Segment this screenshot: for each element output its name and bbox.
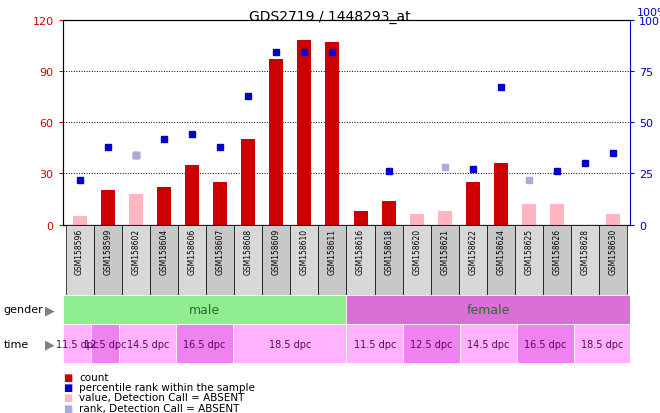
Bar	[466, 183, 480, 225]
Text: 100%: 100%	[638, 8, 660, 18]
Text: 18.5 dpc: 18.5 dpc	[581, 339, 623, 349]
Bar	[487, 225, 515, 295]
Text: gender: gender	[3, 305, 43, 315]
Bar	[515, 225, 543, 295]
Text: percentile rank within the sample: percentile rank within the sample	[79, 382, 255, 392]
Bar	[572, 225, 599, 295]
Text: GSM158609: GSM158609	[272, 229, 280, 275]
Bar	[150, 225, 178, 295]
Bar	[410, 215, 424, 225]
Bar	[403, 225, 431, 295]
Text: ▶: ▶	[45, 303, 55, 316]
Text: 12.5 dpc: 12.5 dpc	[411, 339, 453, 349]
Text: 16.5 dpc: 16.5 dpc	[183, 339, 226, 349]
Text: GSM158624: GSM158624	[496, 229, 506, 275]
Bar	[269, 60, 283, 225]
Text: 11.5 dpc: 11.5 dpc	[55, 339, 98, 349]
Bar	[185, 166, 199, 225]
Bar	[290, 225, 318, 295]
Text: rank, Detection Call = ABSENT: rank, Detection Call = ABSENT	[79, 403, 240, 413]
Text: GSM158618: GSM158618	[384, 229, 393, 275]
Text: time: time	[3, 339, 28, 349]
Bar	[176, 324, 233, 363]
Bar	[241, 140, 255, 225]
Text: GSM158606: GSM158606	[187, 229, 197, 275]
Bar	[346, 295, 630, 324]
Bar	[206, 225, 234, 295]
Text: 12.5 dpc: 12.5 dpc	[84, 339, 127, 349]
Text: GSM158602: GSM158602	[131, 229, 141, 275]
Text: GSM158607: GSM158607	[216, 229, 224, 275]
Bar	[233, 324, 346, 363]
Text: GSM158620: GSM158620	[412, 229, 421, 275]
Bar	[375, 225, 403, 295]
Text: GSM158596: GSM158596	[75, 229, 84, 275]
Bar	[607, 215, 620, 225]
Bar	[494, 164, 508, 225]
Text: GDS2719 / 1448293_at: GDS2719 / 1448293_at	[249, 10, 411, 24]
Bar	[381, 201, 396, 225]
Bar	[438, 211, 452, 225]
Text: ■: ■	[63, 382, 72, 392]
Bar	[517, 324, 574, 363]
Text: GSM158610: GSM158610	[300, 229, 309, 275]
Bar	[297, 41, 312, 225]
Text: female: female	[467, 303, 510, 316]
Bar	[213, 183, 227, 225]
Bar	[73, 216, 86, 225]
Bar	[574, 324, 630, 363]
Text: GSM158622: GSM158622	[469, 229, 477, 275]
Text: GSM158604: GSM158604	[159, 229, 168, 275]
Text: GSM158611: GSM158611	[328, 229, 337, 275]
Bar	[318, 225, 346, 295]
Bar	[459, 225, 487, 295]
Bar	[431, 225, 459, 295]
Bar	[63, 324, 91, 363]
Bar	[65, 225, 94, 295]
Bar	[100, 191, 115, 225]
Bar	[178, 225, 206, 295]
Bar	[91, 324, 119, 363]
Text: GSM158628: GSM158628	[581, 229, 590, 275]
Bar	[234, 225, 262, 295]
Text: ■: ■	[63, 392, 72, 402]
Bar	[63, 295, 346, 324]
Bar	[262, 225, 290, 295]
Bar	[346, 225, 375, 295]
Text: 14.5 dpc: 14.5 dpc	[127, 339, 169, 349]
Bar	[129, 195, 143, 225]
Bar	[94, 225, 121, 295]
Bar	[599, 225, 628, 295]
Text: value, Detection Call = ABSENT: value, Detection Call = ABSENT	[79, 392, 245, 402]
Bar	[403, 324, 460, 363]
Text: 18.5 dpc: 18.5 dpc	[269, 339, 311, 349]
Bar	[119, 324, 176, 363]
Text: male: male	[189, 303, 220, 316]
Text: GSM158608: GSM158608	[244, 229, 253, 275]
Text: GSM158621: GSM158621	[440, 229, 449, 275]
Bar	[325, 43, 339, 225]
Text: GSM158599: GSM158599	[103, 229, 112, 275]
Text: GSM158616: GSM158616	[356, 229, 365, 275]
Bar	[354, 211, 368, 225]
Text: GSM158630: GSM158630	[609, 229, 618, 275]
Bar	[346, 324, 403, 363]
Bar	[543, 225, 572, 295]
Text: ■: ■	[63, 403, 72, 413]
Bar	[460, 324, 517, 363]
Bar	[121, 225, 150, 295]
Text: 11.5 dpc: 11.5 dpc	[354, 339, 396, 349]
Bar	[522, 205, 536, 225]
Text: count: count	[79, 372, 109, 382]
Text: ■: ■	[63, 372, 72, 382]
Text: GSM158626: GSM158626	[552, 229, 562, 275]
Bar	[550, 205, 564, 225]
Text: 14.5 dpc: 14.5 dpc	[467, 339, 510, 349]
Text: ▶: ▶	[45, 337, 55, 350]
Text: GSM158625: GSM158625	[525, 229, 534, 275]
Text: 16.5 dpc: 16.5 dpc	[524, 339, 566, 349]
Bar	[157, 188, 171, 225]
